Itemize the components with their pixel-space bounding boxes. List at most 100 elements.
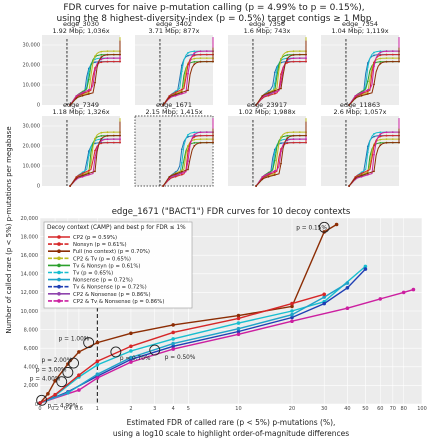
- panel-curve-point: [273, 71, 276, 74]
- main-ytick: 18,000: [21, 234, 39, 240]
- panel-curve-point: [100, 142, 103, 145]
- series-point-CP2: [290, 301, 294, 306]
- series-point-CP2 & Tv & Nonsense: [171, 347, 175, 351]
- panel-curve-point: [180, 169, 183, 172]
- panel-subtitle: 1.18 Mbp; 1,326x: [52, 108, 109, 116]
- panel-curve-point: [305, 138, 307, 141]
- main-xtick: 70: [390, 406, 396, 412]
- panel-curve-point: [298, 50, 301, 52]
- series-point-Nonsense: [66, 391, 70, 395]
- panel-curve-point: [379, 142, 382, 144]
- panel-curve-point: [87, 70, 90, 73]
- panel-curve-point: [366, 173, 369, 176]
- series-line-Full (no context): [39, 223, 337, 404]
- panel-curve-point: [286, 137, 289, 140]
- panel-curve-point: [81, 93, 84, 95]
- panel-subtitle: 1.02 Mbp; 1,988x: [238, 108, 295, 116]
- main-xlabel-line2: using a log10 scale to highlight order-o…: [113, 429, 349, 438]
- series-point-Full (no context): [129, 331, 133, 336]
- panel-curve-point: [119, 141, 121, 144]
- panel-curve-point: [193, 136, 196, 138]
- panel-curve-point: [212, 141, 214, 144]
- main-xtick: 20: [289, 406, 295, 412]
- series-point-Full (no context): [46, 392, 50, 396]
- panel-curve-point: [112, 53, 115, 56]
- panel-curve-point: [261, 95, 264, 97]
- panel-curve-point: [385, 141, 388, 144]
- panel-curve-point: [379, 51, 382, 54]
- panel-curve-point: [286, 142, 289, 145]
- panel-curve-point: [174, 93, 177, 96]
- panel-curve-point: [94, 137, 96, 140]
- panel-curve-point: [255, 104, 257, 106]
- panel-curve-point: [187, 52, 189, 54]
- series-point-CP2: [322, 292, 327, 297]
- panel-curve-point: [94, 157, 96, 159]
- panel-curve-point: [267, 92, 270, 94]
- panel-curve-point: [75, 95, 78, 97]
- panel-curve-point: [280, 150, 282, 153]
- main-ytick: 20,000: [21, 216, 39, 222]
- panel-curve-point: [273, 151, 276, 154]
- series-point-CP2 & Tv & Nonsense: [95, 376, 100, 380]
- panel-curve-point: [360, 93, 363, 95]
- panel-curve-point: [280, 58, 282, 61]
- panel-curve-point: [267, 174, 270, 176]
- panel-curve-point: [360, 175, 363, 178]
- panel-curve-point: [180, 90, 183, 92]
- panel-curve-point: [112, 131, 115, 134]
- panel-curve-point: [187, 63, 189, 66]
- panel-curve-point: [168, 96, 171, 99]
- series-point-Tv: [236, 321, 241, 325]
- panel-curve-point: [81, 172, 84, 175]
- panel-curve-point: [305, 60, 307, 63]
- legend-label: Tv (p = 0.65%): [72, 271, 113, 277]
- panel-curve-point: [391, 53, 394, 56]
- panel-curve-point: [379, 50, 382, 53]
- panel-curve-point: [292, 138, 295, 141]
- panel-curve-point: [187, 150, 189, 152]
- panel-curve-point: [112, 138, 115, 141]
- panel-curve-point: [292, 141, 295, 144]
- panel-subtitle: 3.71 Mbp; 877x: [149, 27, 200, 35]
- panel-curve-point: [199, 53, 202, 56]
- panel-curve-point: [261, 176, 264, 178]
- panel-curve-point: [94, 170, 96, 173]
- panel-curve-point: [292, 57, 295, 60]
- panel-curve-point: [187, 134, 189, 136]
- panel-subtitle: 2.6 Mbp; 1,057x: [334, 108, 387, 116]
- panel-ytick: 20,000: [23, 63, 41, 69]
- panel-curve-point: [348, 104, 350, 106]
- panel-ytick: 0: [37, 184, 40, 190]
- panel-curve-point: [69, 185, 71, 187]
- panel-curve-point: [273, 159, 276, 162]
- main-ytick: 14,000: [21, 272, 39, 278]
- annotation-circle: [149, 344, 161, 356]
- panel-curve-point: [280, 162, 282, 165]
- panel-curve-point: [298, 57, 301, 59]
- annotation-circle: [36, 394, 48, 406]
- panel-curve-point: [187, 168, 189, 171]
- panel-curve-point: [273, 91, 276, 94]
- panel-title: edge_7354: [342, 20, 378, 28]
- legend-marker: [57, 292, 61, 296]
- panel-curve-point: [298, 131, 301, 134]
- panel-curve-point: [273, 89, 276, 92]
- annotation-circle: [68, 357, 80, 369]
- series-point-CP2 & Tv & Nonsense: [77, 388, 81, 392]
- legend-marker: [57, 249, 61, 253]
- panel-curve-point: [119, 60, 121, 63]
- panel-curve-point: [379, 57, 382, 60]
- main-xtick: 0.6: [75, 406, 83, 412]
- panel-curve-point: [193, 57, 196, 60]
- main-xtick: 4: [172, 406, 175, 412]
- panel-curve-point: [385, 50, 388, 53]
- panel-curve-point: [180, 172, 183, 175]
- panel-curve-point: [119, 134, 121, 137]
- panel-curve-point: [100, 131, 103, 134]
